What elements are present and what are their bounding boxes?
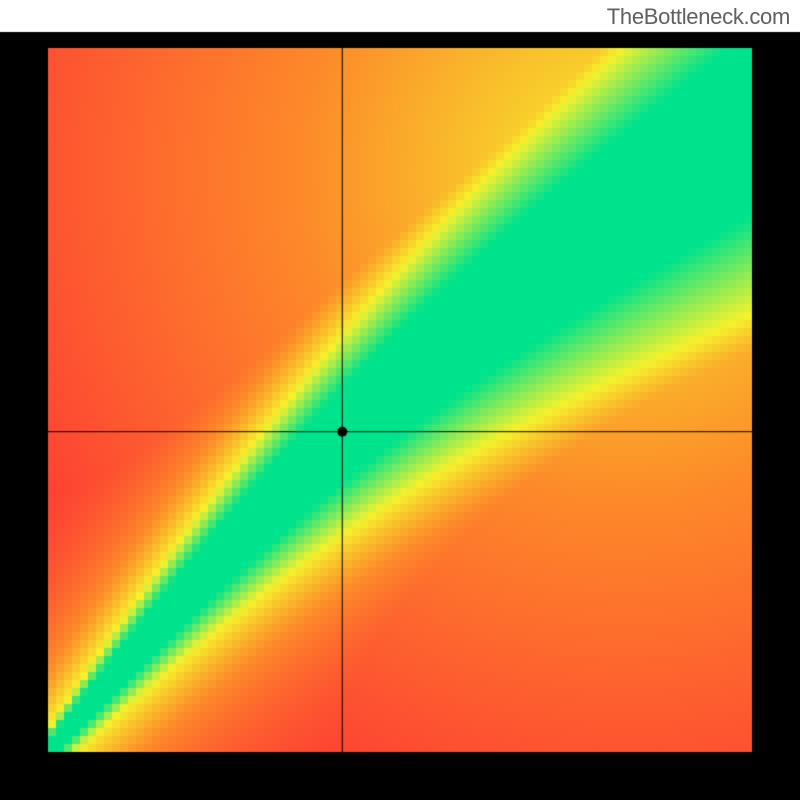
watermark-text: TheBottleneck.com	[607, 4, 790, 30]
bottleneck-heatmap	[0, 0, 800, 800]
chart-container: TheBottleneck.com	[0, 0, 800, 800]
